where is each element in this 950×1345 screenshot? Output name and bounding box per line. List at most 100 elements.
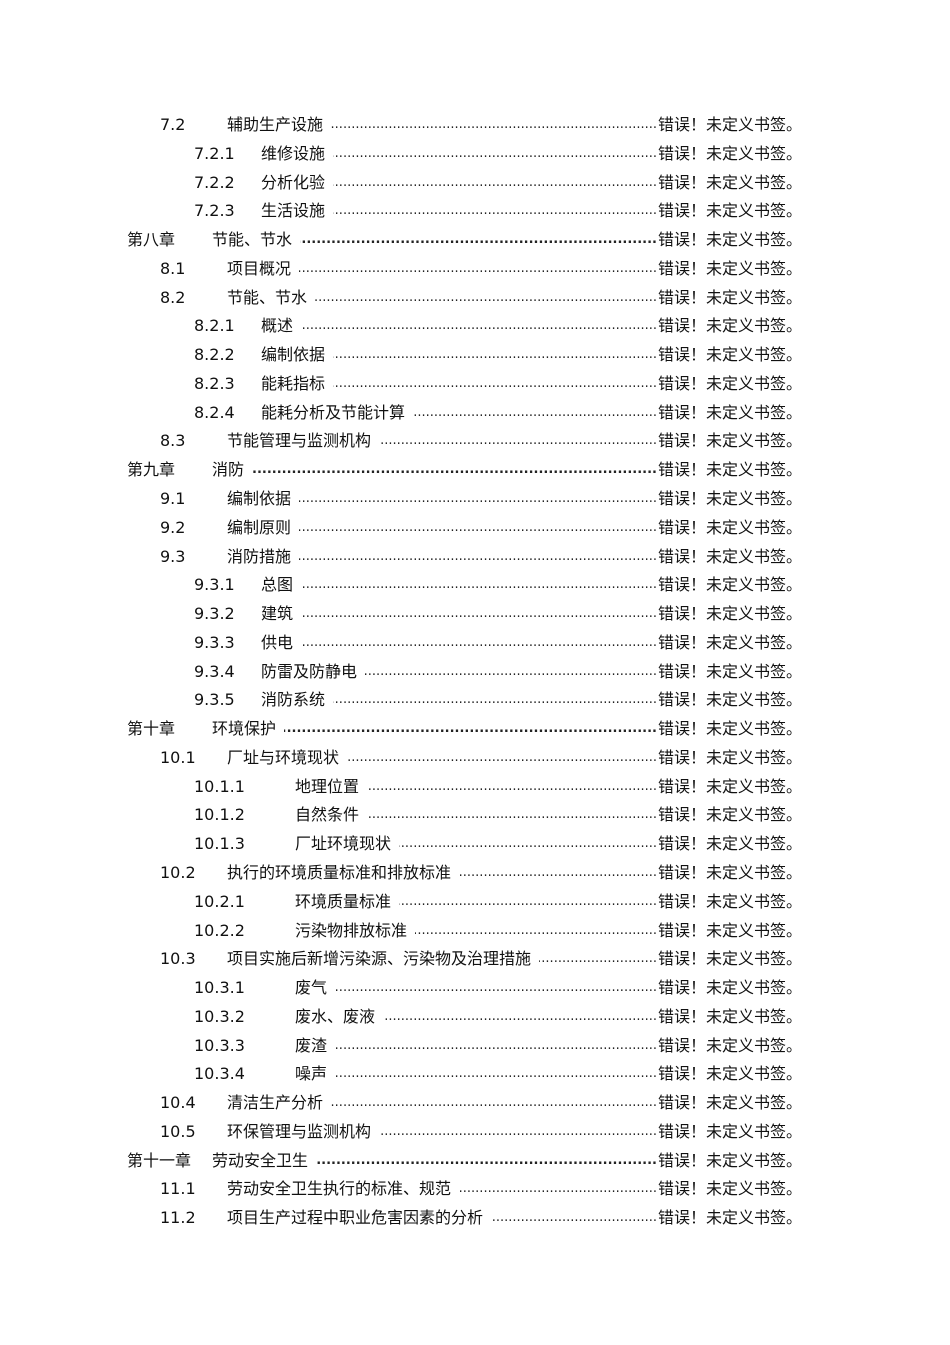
toc-entry[interactable]: 9.3.3 供电.................................… — [0, 631, 810, 655]
toc-entry[interactable]: 第八章 节能、节水................................… — [0, 228, 810, 252]
dot-leader: ........................................… — [333, 347, 657, 363]
dot-leader: ........................................… — [252, 462, 657, 478]
dot-leader: ........................................… — [347, 749, 657, 765]
toc-entry[interactable]: 7.2.2 分析化验...............................… — [0, 171, 810, 195]
toc-entry[interactable]: 9.3.5 消防系统...............................… — [0, 688, 810, 712]
dot-leader: ........................................… — [299, 519, 657, 535]
toc-entry[interactable]: 10.3.4 噪声................................… — [0, 1062, 810, 1086]
toc-entry[interactable]: 7.2 辅助生产设施...............................… — [0, 113, 810, 137]
toc-entry-number: 10.1 — [160, 747, 196, 767]
toc-entry[interactable]: 9.3.1 总图.................................… — [0, 573, 810, 597]
toc-entry[interactable]: 8.2.1 概述.................................… — [0, 314, 810, 338]
toc-entry-page-ref: 错误！未定义书签。 — [658, 460, 803, 480]
toc-entry-number: 10.5 — [160, 1121, 196, 1141]
toc-entry[interactable]: 8.2.4 能耗分析及节能计算..........................… — [0, 401, 810, 425]
toc-entry-title: 概述 — [261, 316, 294, 336]
toc-entry[interactable]: 10.2 执行的环境质量标准和排放标准......................… — [0, 861, 810, 885]
toc-entry-number: 10.2.1 — [194, 891, 245, 911]
toc-entry[interactable]: 8.2.2 编制依据...............................… — [0, 343, 810, 367]
toc-entry-number: 第九章 — [127, 460, 176, 480]
toc-entry-number: 10.1.3 — [194, 834, 245, 854]
toc-entry-page-ref: 错误！未定义书签。 — [658, 604, 803, 624]
dot-leader: ........................................… — [301, 577, 657, 593]
toc-entry-number: 9.2 — [160, 517, 186, 537]
dot-leader: ........................................… — [331, 117, 657, 132]
toc-entry[interactable]: 第十一章 劳动安全卫生..............................… — [0, 1149, 810, 1173]
toc-entry[interactable]: 8.2.3 能耗指标...............................… — [0, 372, 810, 396]
toc-entry[interactable]: 11.2 项目生产过程中职业危害因素的分析....................… — [0, 1206, 810, 1230]
toc-entry-title: 能耗分析及节能计算 — [261, 402, 406, 422]
toc-entry-number: 7.2.2 — [194, 172, 235, 192]
toc-entry-number: 第八章 — [127, 230, 176, 250]
toc-entry[interactable]: 8.3 节能管理与监测机构............................… — [0, 429, 810, 453]
toc-entry-page-ref: 错误！未定义书签。 — [658, 1121, 803, 1141]
toc-entry-number: 10.2 — [160, 863, 196, 883]
toc-entry-title: 防雷及防静电 — [261, 661, 358, 681]
toc-entry-page-ref: 错误！未定义书签。 — [658, 115, 803, 134]
toc-entry[interactable]: 10.3.3 废渣................................… — [0, 1034, 810, 1058]
toc-entry-page-ref: 错误！未定义书签。 — [658, 1093, 803, 1113]
dot-leader: ........................................… — [335, 980, 657, 996]
toc-entry-title: 维修设施 — [261, 143, 326, 163]
toc-entry-page-ref: 错误！未定义书签。 — [658, 345, 803, 365]
toc-entry[interactable]: 10.2.2 污染物排放标准...........................… — [0, 919, 810, 943]
toc-entry-number: 11.1 — [160, 1179, 196, 1199]
toc-entry-number: 10.3.3 — [194, 1035, 245, 1055]
toc-entry[interactable]: 10.1.1 地理位置..............................… — [0, 775, 810, 799]
toc-entry[interactable]: 9.3.2 建筑.................................… — [0, 602, 810, 626]
toc-entry-title: 清洁生产分析 — [227, 1093, 324, 1113]
toc-entry[interactable]: 8.1 项目概况.................................… — [0, 257, 810, 281]
toc-entry[interactable]: 7.2.3 生活设施...............................… — [0, 199, 810, 223]
toc-entry[interactable]: 第九章 消防...................................… — [0, 458, 810, 482]
toc-entry-title: 节能、节水 — [212, 230, 293, 250]
toc-entry[interactable]: 9.3 消防措施.................................… — [0, 545, 810, 569]
toc-entry-number: 11.2 — [160, 1208, 196, 1228]
toc-entry-title: 项目生产过程中职业危害因素的分析 — [227, 1208, 484, 1228]
toc-entry[interactable]: 7.2.1 维修设施...............................… — [0, 142, 810, 166]
toc-entry[interactable]: 10.1.2 自然条件..............................… — [0, 803, 810, 827]
toc-entry-number: 8.2.2 — [194, 345, 235, 365]
toc-entry[interactable]: 10.2.1 环境质量标准............................… — [0, 890, 810, 914]
dot-leader: ........................................… — [491, 1210, 657, 1226]
toc-entry[interactable]: 10.3 项目实施后新增污染源、污染物及治理措施.................… — [0, 947, 810, 971]
toc-entry-title: 节能、节水 — [227, 287, 308, 307]
dot-leader: ........................................… — [413, 404, 657, 420]
toc-entry[interactable]: 9.1 编制依据.................................… — [0, 487, 810, 511]
toc-entry[interactable]: 11.1 劳动安全卫生执行的标准、规范......................… — [0, 1177, 810, 1201]
toc-entry-title: 消防系统 — [261, 690, 326, 710]
toc-entry-page-ref: 错误！未定义书签。 — [658, 949, 803, 969]
dot-leader: ........................................… — [539, 951, 657, 967]
toc-entry[interactable]: 10.3.2 废水、废液.............................… — [0, 1005, 810, 1029]
toc-entry-title: 废气 — [295, 978, 328, 998]
toc-entry-title: 节能管理与监测机构 — [227, 431, 372, 451]
dot-leader: ........................................… — [316, 1152, 657, 1168]
toc-entry[interactable]: 9.2 编制原则.................................… — [0, 516, 810, 540]
toc-entry[interactable]: 10.3.1 废气................................… — [0, 976, 810, 1000]
toc-entry[interactable]: 10.4 清洁生产分析..............................… — [0, 1091, 810, 1115]
toc-entry-page-ref: 错误！未定义书签。 — [658, 1150, 803, 1170]
dot-leader: ........................................… — [367, 807, 657, 823]
toc-entry-title: 消防措施 — [227, 546, 292, 566]
toc-entry-title: 厂址与环境现状 — [227, 747, 340, 767]
toc-entry-title: 环境质量标准 — [295, 891, 392, 911]
dot-leader: ........................................… — [300, 232, 657, 248]
dot-leader: ........................................… — [399, 836, 657, 852]
dot-leader: ........................................… — [383, 1008, 657, 1024]
toc-entry[interactable]: 10.1.3 厂址环境现状............................… — [0, 832, 810, 856]
toc-entry[interactable]: 第十章 环境保护.................................… — [0, 717, 810, 741]
toc-entry[interactable]: 8.2 节能、节水................................… — [0, 286, 810, 310]
toc-entry-number: 10.3.1 — [194, 978, 245, 998]
toc-entry-title: 建筑 — [261, 604, 294, 624]
toc-entry-page-ref: 错误！未定义书签。 — [658, 230, 803, 250]
toc-entry-number: 9.3 — [160, 546, 186, 566]
dot-leader: ........................................… — [379, 1123, 657, 1139]
toc-entry-page-ref: 错误！未定义书签。 — [658, 1035, 803, 1055]
toc-entry-title: 辅助生产设施 — [227, 115, 324, 134]
toc-entry-page-ref: 错误！未定义书签。 — [658, 431, 803, 451]
toc-entry[interactable]: 10.5 环保管理与监测机构...........................… — [0, 1120, 810, 1144]
toc-entry[interactable]: 9.3.4 防雷及防静电.............................… — [0, 660, 810, 684]
toc-entry-number: 9.3.5 — [194, 690, 235, 710]
toc-entry[interactable]: 10.1 厂址与环境现状.............................… — [0, 746, 810, 770]
toc-entry-page-ref: 错误！未定义书签。 — [658, 747, 803, 767]
toc-entry-page-ref: 错误！未定义书签。 — [658, 402, 803, 422]
